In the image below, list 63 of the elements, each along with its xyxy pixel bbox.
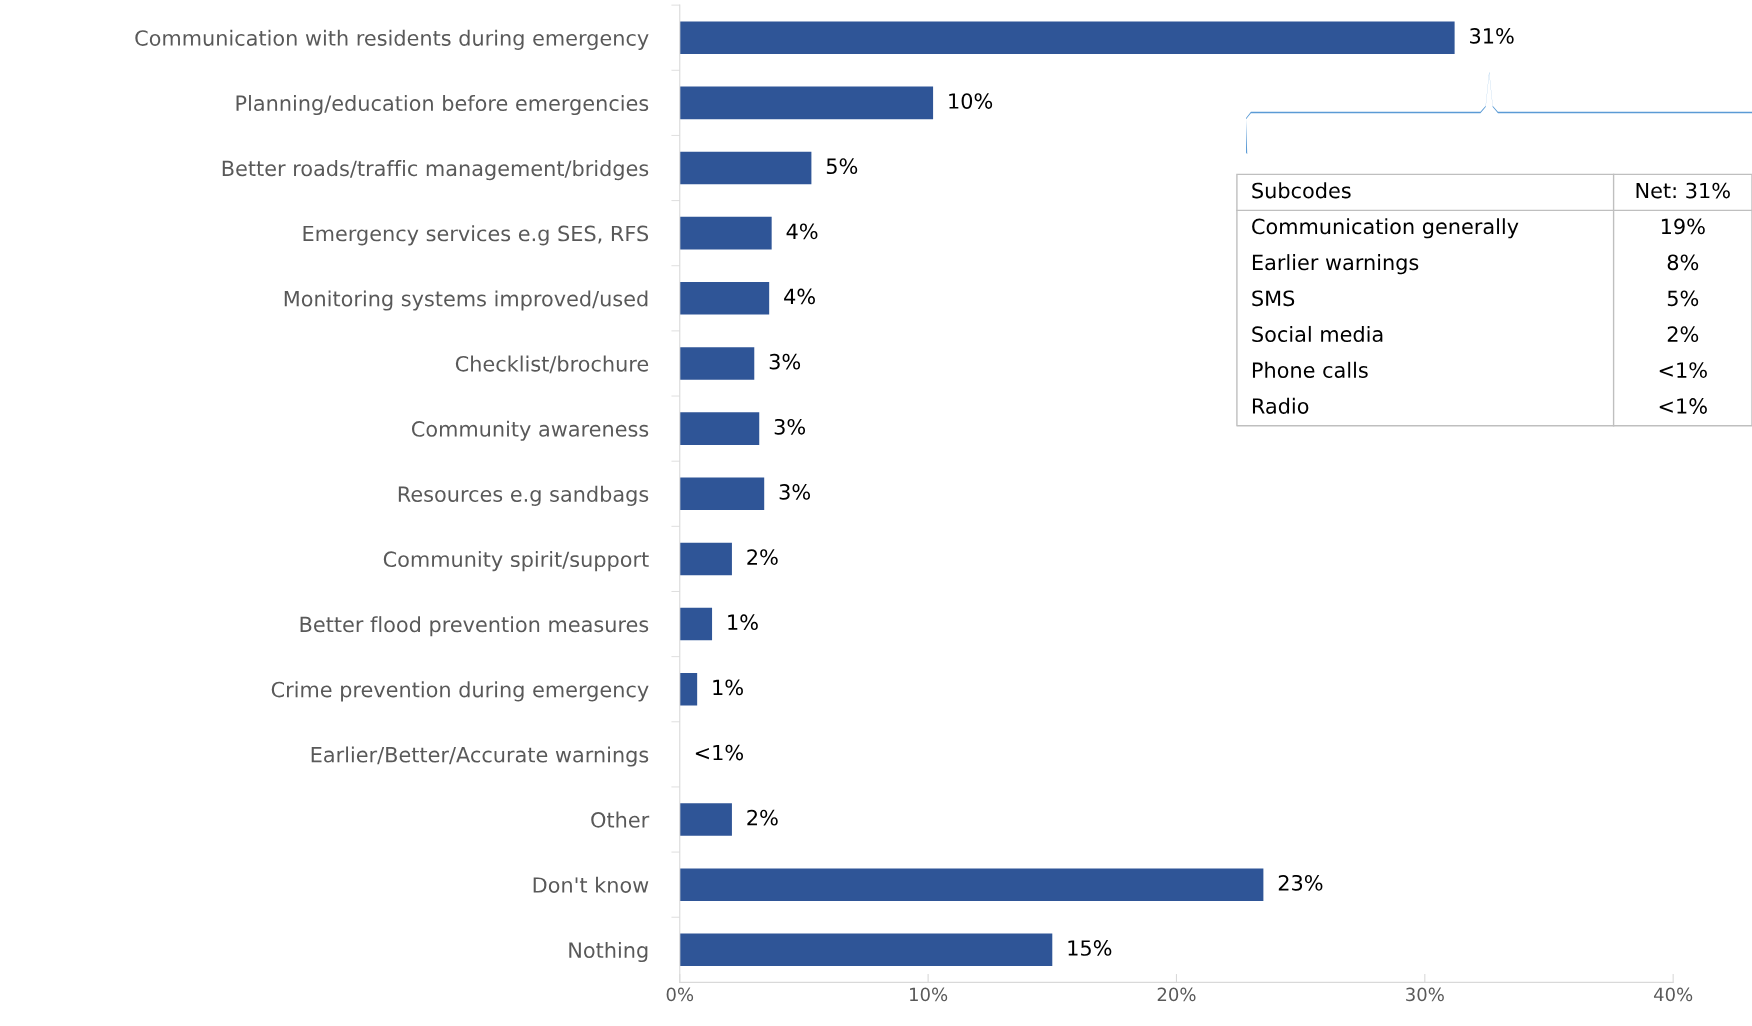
data-label: 10% <box>949 93 993 109</box>
y-tick-label: Resources e.g sandbags <box>398 485 649 507</box>
data-label: 1% <box>713 679 743 696</box>
x-tick-label: 0% <box>666 987 694 1002</box>
annotation: 5% <box>1667 290 1699 307</box>
x-tick-label: 20% <box>1157 987 1196 1002</box>
y-tick-label: Monitoring systems improved/used <box>284 290 648 311</box>
y-tick-label: Don't know <box>533 876 649 893</box>
y-tick-label: Emergency services e.g SES, RFS <box>303 225 649 246</box>
x-tick-label: 10% <box>910 987 948 1002</box>
y-tick-label: Community spirit/support <box>383 551 649 572</box>
annotation: Radio <box>1252 397 1309 414</box>
data-label: 5% <box>826 158 858 175</box>
bar <box>679 412 760 445</box>
y-tick-label: Nothing <box>569 941 648 963</box>
annotation: 8% <box>1667 254 1699 271</box>
bar <box>679 672 698 706</box>
data-label: 15% <box>1068 940 1112 956</box>
data-label: 1% <box>728 614 758 631</box>
annotation: <1% <box>1659 398 1707 414</box>
bar <box>679 151 812 185</box>
bar <box>679 803 732 836</box>
x-tick-label: 30% <box>1406 987 1444 1002</box>
data-label: 2% <box>747 809 778 826</box>
y-tick-label: Better roads/traffic management/bridges <box>222 160 649 181</box>
data-label: 3% <box>779 484 810 500</box>
annotation: Net: 31% <box>1636 182 1730 199</box>
annotation: Subcodes <box>1252 182 1351 199</box>
bar <box>679 607 713 641</box>
y-tick-label: Planning/education before emergencies <box>236 94 649 116</box>
y-tick-label: Community awareness <box>411 420 649 441</box>
annotation: Phone calls <box>1252 361 1368 378</box>
data-label: 3% <box>774 418 806 435</box>
data-label: 4% <box>786 223 818 240</box>
annotation: Social media <box>1252 325 1383 343</box>
bar <box>679 868 1264 901</box>
bar <box>679 282 770 315</box>
bar <box>679 477 765 511</box>
data-label: <1% <box>695 744 744 761</box>
bar <box>679 86 934 120</box>
data-label: 3% <box>769 353 801 370</box>
annotation: 2% <box>1667 326 1699 343</box>
bar <box>679 542 732 576</box>
y-tick-label: Crime prevention during emergency <box>271 681 649 702</box>
y-tick-label: Better flood prevention measures <box>300 616 649 637</box>
annotation: 19% <box>1661 218 1705 235</box>
bar <box>679 347 755 380</box>
x-tick-label: 40% <box>1653 987 1693 1002</box>
bar <box>679 216 772 250</box>
data-label: 4% <box>784 288 815 305</box>
data-label: 23% <box>1278 874 1323 891</box>
annotation: Earlier warnings <box>1252 254 1419 275</box>
bar <box>679 933 1053 967</box>
bar <box>679 21 1455 54</box>
annotation: SMS <box>1252 290 1295 307</box>
data-label: 31% <box>1470 27 1514 44</box>
y-tick-label: Other <box>591 811 650 828</box>
annotation: <1% <box>1659 362 1707 378</box>
data-label: 2% <box>747 549 778 565</box>
y-tick-label: Communication with residents during emergency <box>135 29 649 50</box>
y-tick-label: Checklist/brochure <box>455 355 649 374</box>
y-tick-label: Earlier/Better/Accurate warnings <box>311 746 649 767</box>
annotation: Communication generally <box>1252 218 1519 239</box>
